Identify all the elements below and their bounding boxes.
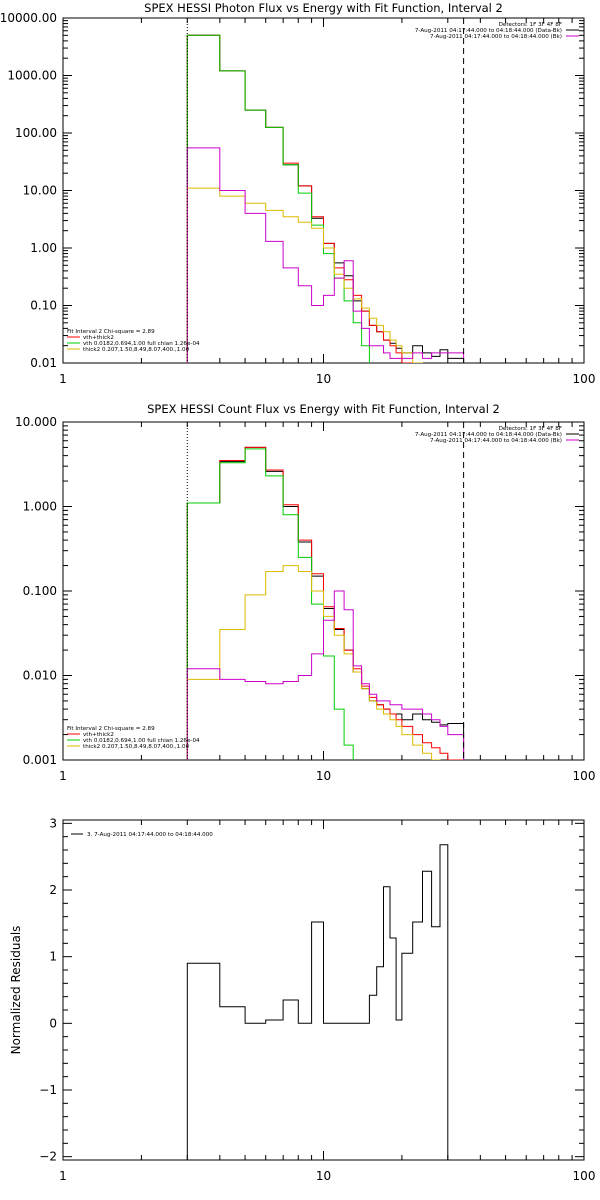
- plot-frame: [62, 17, 585, 364]
- y-tick-label: 0: [49, 1016, 57, 1030]
- legend-bl-text: vth+thick2: [83, 335, 114, 341]
- legend-bl-text: thick2 0.207,1.50,8.49,8.07,400.,1.00: [83, 347, 190, 353]
- y-tick-label: 10000.00: [0, 11, 57, 25]
- y-tick-label: 10.000: [15, 415, 57, 429]
- legend-bl-text: Fit Interval 2 Chi-square = 2.89: [67, 329, 155, 335]
- legend-tr-text: 7-Aug-2011 04:17:44.000 to 04:18:44.000 …: [415, 28, 562, 34]
- y-tick-label: 3: [49, 816, 57, 830]
- x-tick-label: 1: [59, 1169, 67, 1183]
- x-tick-label: 1: [59, 769, 67, 783]
- legend-bl-text: vth+thick2: [83, 732, 114, 738]
- y-axis-label: Normalized Residuals: [9, 926, 23, 1055]
- y-tick-label: 0.01: [30, 356, 57, 370]
- x-tick-label: 100: [573, 769, 596, 783]
- chart-panel-3: 1 10 100 −2 −1 0 1 2 3 Normalized Residuals 3. 7-A…: [9, 816, 596, 1183]
- y-tick-label: −1: [39, 1083, 57, 1097]
- y-tick-label: 2: [49, 883, 57, 897]
- y-tick-label: −2: [39, 1150, 57, 1164]
- chart-panel-2: SPEX HESSI Count Flux vs Energy with Fit…: [15, 402, 596, 783]
- chart-panel-1: SPEX HESSI Photon Flux vs Energy with Fi…: [0, 1, 596, 386]
- series-line-data-bk: [186, 34, 465, 363]
- series-line-residuals: [186, 844, 449, 1160]
- legend-bl-text: vth 0.0182,0.694,1.00 full chian 1.26e-0…: [83, 738, 200, 744]
- y-tick-label: 1.000: [23, 500, 57, 514]
- series-line-thick2: [186, 565, 441, 760]
- chart-title: SPEX HESSI Photon Flux vs Energy with Fi…: [144, 1, 503, 15]
- y-tick-label: 100.00: [15, 126, 57, 140]
- legend-tl-text: 3. 7-Aug-2011 04:17:44.000 to 04:18:44.0…: [87, 832, 213, 838]
- y-tick-label: 1: [49, 950, 57, 964]
- y-tick-label: 0.010: [23, 669, 57, 683]
- y-tick-label: 0.10: [30, 299, 57, 313]
- y-tick-label: 0.100: [23, 584, 57, 598]
- series-line-bk: [186, 590, 465, 760]
- series-line-bk: [186, 147, 465, 363]
- x-tick-label: 10: [316, 1169, 331, 1183]
- x-tick-label: 100: [573, 372, 596, 386]
- legend-bl-text: thick2 0.207,1.50,8.49,8.07,400.,1.00: [83, 744, 190, 750]
- legend-tr-text: Detectors: 1F 3F 4F 8F: [499, 22, 562, 28]
- legend-tr-text: 7-Aug-2011 04:17:44.000 to 04:18:44.000 …: [430, 438, 562, 444]
- plot-area: [186, 34, 465, 363]
- x-tick-label: 10: [316, 769, 331, 783]
- legend-tr-text: 7-Aug-2011 04:17:44.000 to 04:18:44.000 …: [415, 432, 562, 438]
- series-line-thick2: [186, 187, 423, 363]
- series-line-vth: [186, 448, 354, 760]
- legend-tr-text: 7-Aug-2011 04:17:44.000 to 04:18:44.000 …: [430, 34, 562, 40]
- series-line-vth: [186, 34, 370, 363]
- chart-title: SPEX HESSI Count Flux vs Energy with Fit…: [147, 402, 500, 416]
- plot-area: [186, 844, 449, 1160]
- x-tick-label: 100: [573, 1169, 596, 1183]
- y-tick-label: 0.001: [23, 753, 57, 767]
- plot-area: [186, 446, 465, 760]
- x-tick-label: 1: [59, 372, 67, 386]
- legend-bl-text: Fit Interval 2 Chi-square = 2.89: [67, 726, 155, 732]
- series-line-vth-thick2: [186, 446, 465, 760]
- y-tick-label: 1.00: [30, 241, 57, 255]
- legend-tr-text: Detectors: 1F 3F 4F 8F: [499, 426, 562, 432]
- y-tick-label: 1000.00: [7, 69, 57, 83]
- y-tick-label: 10.00: [23, 184, 57, 198]
- legend-bl-text: vth 0.0182,0.694,1.00 full chian 1.26e-0…: [83, 341, 200, 347]
- x-tick-label: 10: [316, 372, 331, 386]
